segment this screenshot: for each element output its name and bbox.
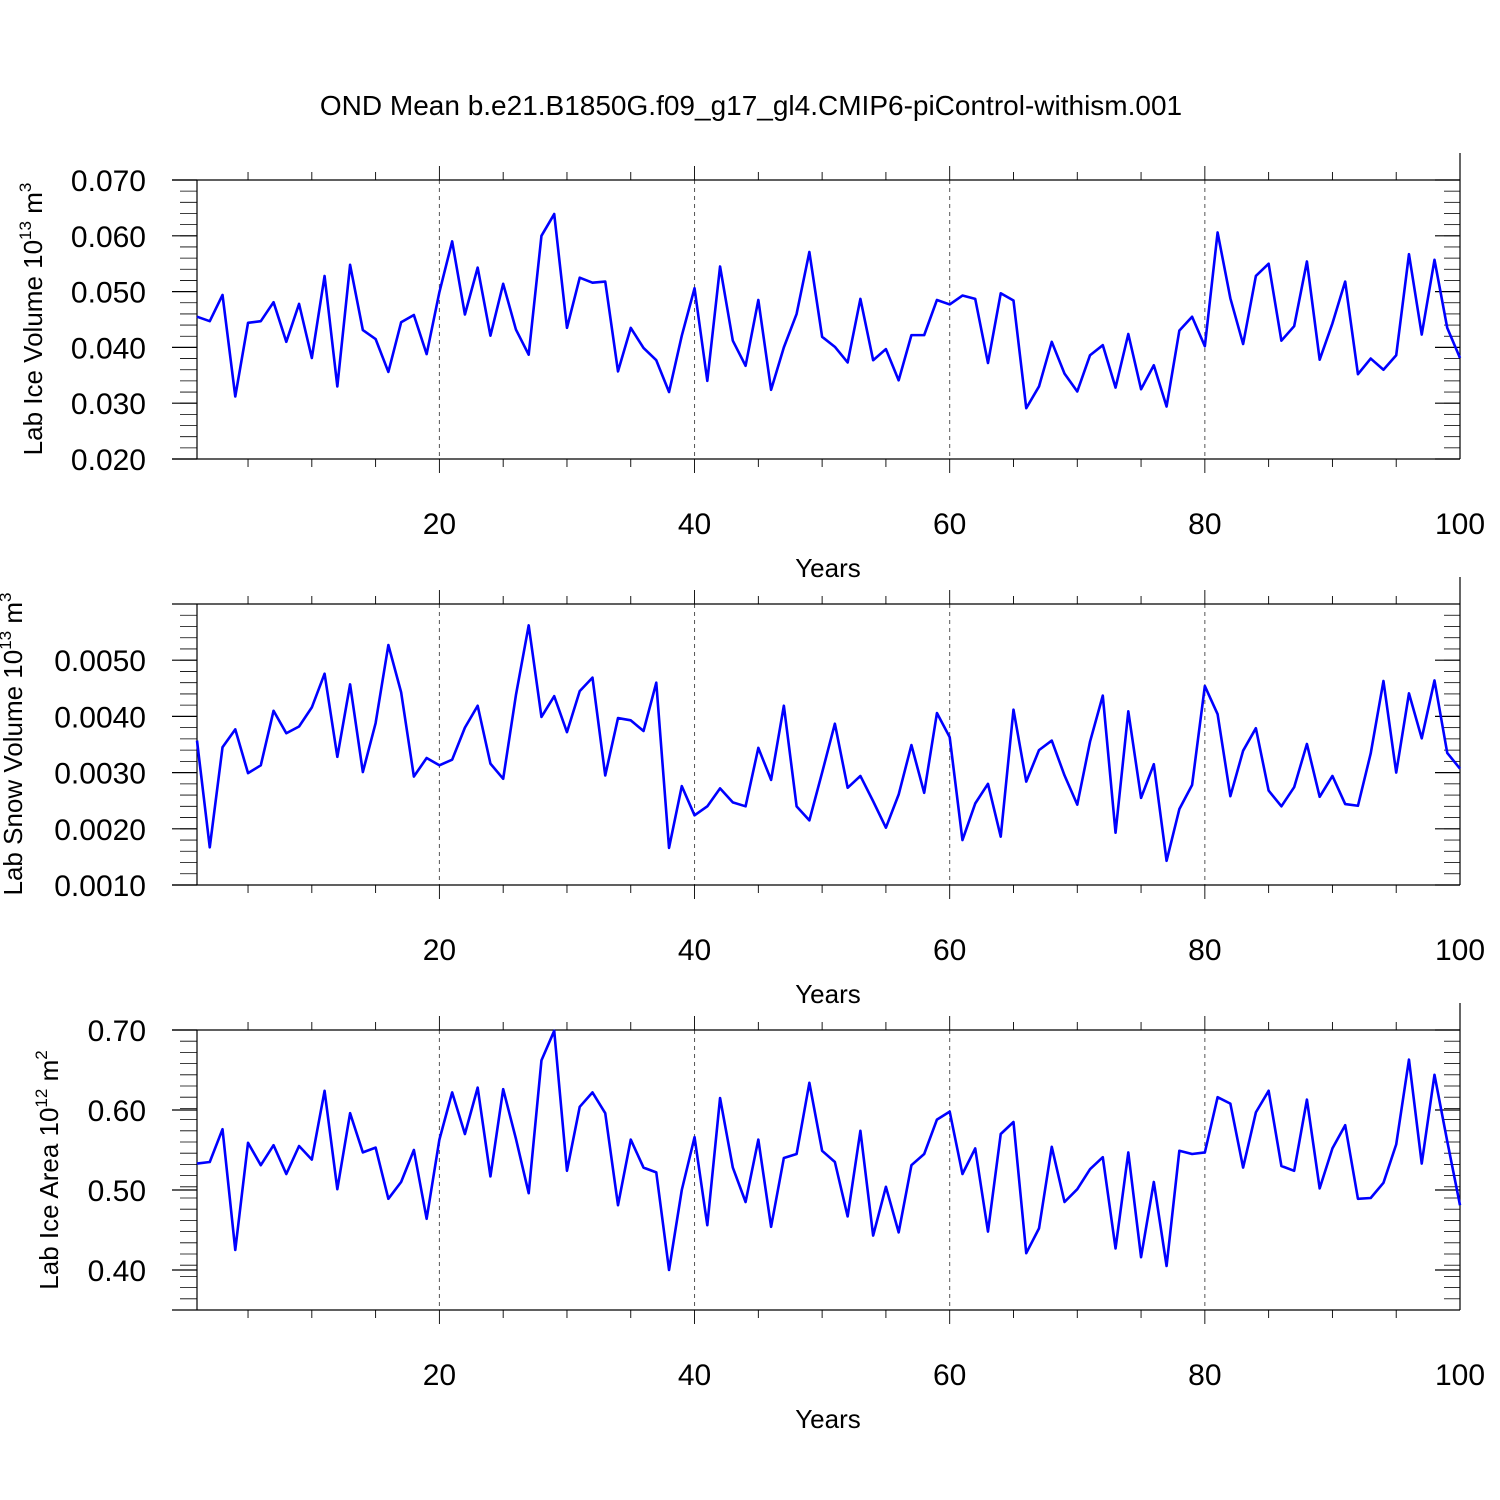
x-tick-label: 60 — [933, 934, 966, 967]
y-tick-label: 0.020 — [71, 444, 146, 477]
x-tick-label: 40 — [678, 934, 711, 967]
y-tick-label: 0.0010 — [54, 870, 146, 903]
x-tick-label: 80 — [1188, 508, 1221, 541]
y-tick-label: 0.060 — [71, 221, 146, 254]
y-tick-label: 0.0040 — [54, 701, 146, 734]
y-axis-label: Lab Snow Volume 1013 m3 — [0, 592, 28, 895]
x-tick-label: 100 — [1435, 1359, 1485, 1392]
x-tick-label: 20 — [423, 508, 456, 541]
x-tick-label: 100 — [1435, 934, 1485, 967]
x-axis-label: Years — [795, 553, 861, 583]
panel-snow-volume: 0.0010 0.0020 0.0030 0.0040 0.0050 20 40 60 80 10… — [0, 577, 1485, 1009]
panel-ice-area: 0.40 0.50 0.60 0.70 20 40 60 80 100 Years Lab Ice … — [32, 1003, 1485, 1434]
y-tick-label: 0.030 — [71, 388, 146, 421]
x-tick-label: 100 — [1435, 508, 1485, 541]
x-tick-label: 80 — [1188, 1359, 1221, 1392]
series-line — [195, 624, 1462, 863]
x-tick-label: 80 — [1188, 934, 1221, 967]
series-line — [196, 212, 1462, 410]
y-tick-label: 0.040 — [71, 332, 146, 365]
series-line — [196, 1029, 1462, 1272]
y-tick-label: 0.050 — [71, 277, 146, 310]
x-tick-label: 40 — [678, 1359, 711, 1392]
x-tick-label: 60 — [933, 1359, 966, 1392]
x-tick-label: 60 — [933, 508, 966, 541]
y-tick-label: 0.070 — [71, 165, 146, 198]
figure-title: OND Mean b.e21.B1850G.f09_g17_gl4.CMIP6-… — [320, 90, 1182, 121]
y-tick-label: 0.60 — [88, 1095, 146, 1128]
x-tick-label: 20 — [423, 934, 456, 967]
y-axis-label: Lab Ice Volume 1013 m3 — [16, 183, 48, 456]
y-tick-label: 0.0020 — [54, 814, 146, 847]
panel-ice-volume: 0.020 0.030 0.040 0.050 0.060 0.070 20 40 60 80 10… — [16, 153, 1485, 583]
y-axis-label: Lab Ice Area 1012 m2 — [32, 1050, 64, 1289]
y-tick-label: 0.50 — [88, 1175, 146, 1208]
x-axis-label: Years — [795, 979, 861, 1009]
y-tick-label: 0.40 — [88, 1255, 146, 1288]
x-tick-label: 20 — [423, 1359, 456, 1392]
x-axis-label: Years — [795, 1404, 861, 1434]
y-tick-label: 0.70 — [88, 1015, 146, 1048]
x-tick-label: 40 — [678, 508, 711, 541]
y-tick-label: 0.0050 — [54, 645, 146, 678]
y-tick-label: 0.0030 — [54, 758, 146, 791]
